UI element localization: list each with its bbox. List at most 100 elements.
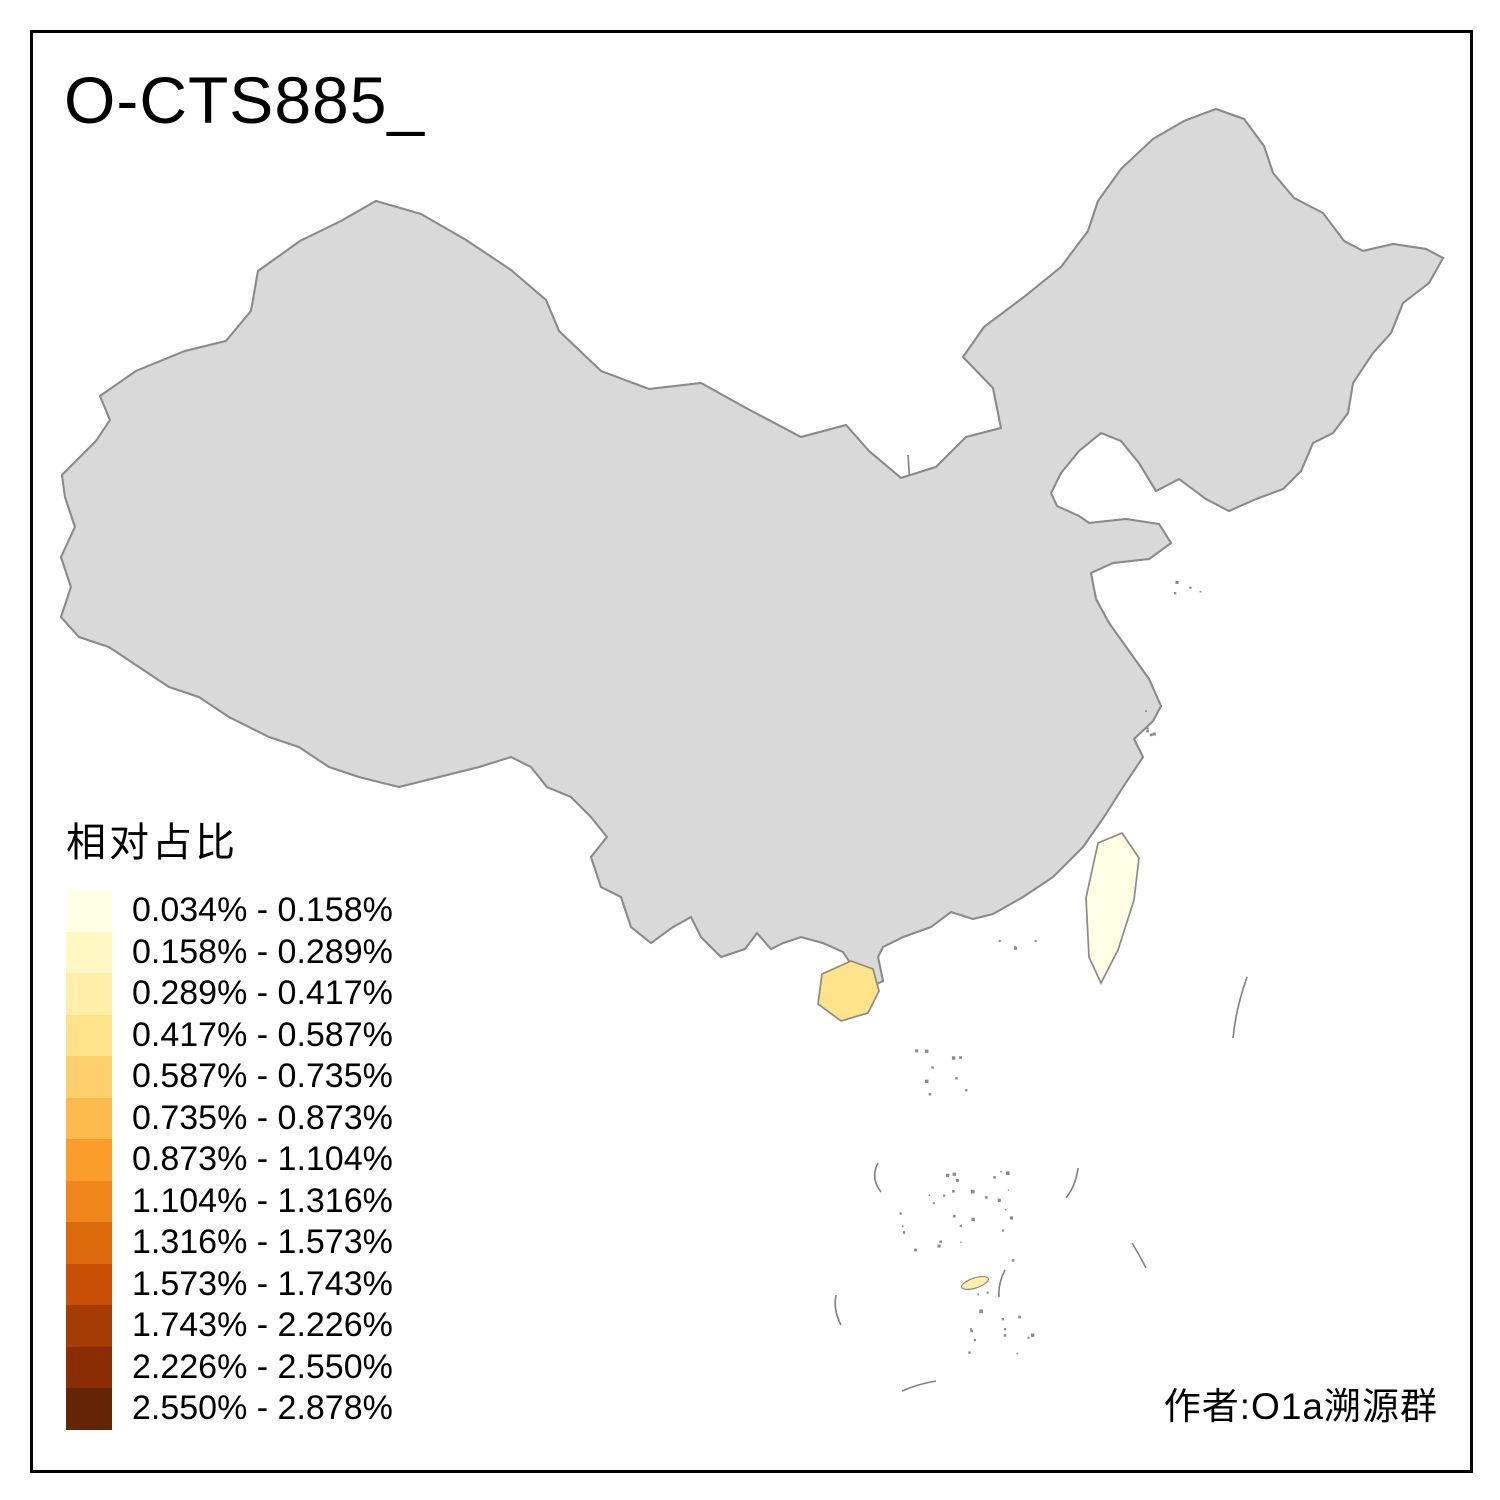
island-speck xyxy=(1016,1352,1019,1355)
legend-label-10: 1.573% - 1.743% xyxy=(132,1264,393,1303)
island-speck xyxy=(914,1248,917,1252)
island-speck xyxy=(1018,1315,1021,1319)
island-speck xyxy=(1006,1171,1010,1175)
island-speck xyxy=(925,1079,929,1084)
legend-swatch-5 xyxy=(66,1056,112,1098)
prefecture-patch xyxy=(1140,738,1169,756)
legend-swatch-11 xyxy=(66,1305,112,1347)
prefecture-patch xyxy=(1018,896,1048,915)
legend-swatch-7 xyxy=(66,1139,112,1181)
legend-label-5: 0.587% - 0.735% xyxy=(132,1057,393,1096)
legend-label-7: 0.873% - 1.104% xyxy=(132,1140,393,1179)
taiwan-island xyxy=(1085,831,1140,985)
legend-label-11: 1.743% - 2.226% xyxy=(132,1306,393,1345)
island-speck xyxy=(952,1172,956,1176)
legend-label-9: 1.316% - 1.573% xyxy=(132,1223,393,1262)
legend-row-6: 0.735% - 0.873% xyxy=(66,1097,393,1139)
legend-swatch-3 xyxy=(66,973,112,1015)
island-speck xyxy=(997,1198,1001,1202)
legend-row-10: 1.573% - 1.743% xyxy=(66,1263,393,1305)
island-speck xyxy=(937,1244,941,1248)
island-speck xyxy=(1014,945,1016,948)
island-speck xyxy=(959,1056,962,1059)
island-speck xyxy=(1009,1216,1013,1220)
island-speck xyxy=(928,1194,931,1196)
island-speck xyxy=(952,1190,955,1193)
prefecture-patch xyxy=(1129,780,1156,802)
island-speck xyxy=(1003,1328,1007,1331)
prefecture-patch xyxy=(991,920,1015,943)
island-speck xyxy=(1027,1336,1030,1339)
island-speck xyxy=(1004,1209,1007,1211)
island-speck xyxy=(973,1339,976,1342)
island-speck xyxy=(1199,590,1202,593)
island-speck xyxy=(977,1293,980,1296)
island-speck xyxy=(960,1241,962,1243)
legend-swatch-9 xyxy=(66,1222,112,1264)
island-speck xyxy=(1175,580,1179,584)
prefecture-patch xyxy=(801,951,821,967)
island-speck xyxy=(1149,733,1153,737)
legend-row-1: 0.034% - 0.158% xyxy=(66,890,393,932)
legend-label-8: 1.104% - 1.316% xyxy=(132,1181,393,1220)
island-speck xyxy=(1145,710,1147,712)
figure-title: O-CTS885_ xyxy=(64,63,426,137)
island-speck xyxy=(993,1176,996,1179)
legend-swatch-12 xyxy=(66,1346,112,1388)
legend-swatch-6 xyxy=(66,1097,112,1139)
island-speck xyxy=(925,1049,929,1053)
legend-row-9: 1.316% - 1.573% xyxy=(66,1222,393,1264)
legend-label-2: 0.158% - 0.289% xyxy=(132,932,393,971)
legend-row-7: 0.873% - 1.104% xyxy=(66,1139,393,1181)
island-speck xyxy=(969,1328,973,1331)
island-speck xyxy=(971,1189,975,1194)
island-speck xyxy=(986,1291,989,1294)
island-speck xyxy=(968,1351,971,1354)
legend-swatch-13 xyxy=(66,1388,112,1430)
island-speck xyxy=(1011,1259,1015,1262)
legend: 相对占比 0.034% - 0.158% 0.158% - 0.289% 0.289… xyxy=(66,810,393,1430)
island-speck xyxy=(965,1089,968,1092)
island-speck xyxy=(1146,729,1149,733)
island-speck xyxy=(1030,1333,1035,1337)
legend-row-4: 0.417% - 0.587% xyxy=(66,1014,393,1056)
island-speck xyxy=(979,1309,983,1313)
island-speck xyxy=(1152,732,1156,736)
island-speck xyxy=(955,1077,958,1080)
island-speck xyxy=(903,1231,905,1234)
legend-swatch-8 xyxy=(66,1180,112,1222)
legend-row-13: 2.550% - 2.878% xyxy=(66,1388,393,1430)
legend-label-1: 0.034% - 0.158% xyxy=(132,891,393,930)
island-speck xyxy=(931,1066,934,1069)
island-speck xyxy=(928,1092,932,1096)
legend-row-12: 2.226% - 2.550% xyxy=(66,1346,393,1388)
island-speck xyxy=(970,1330,973,1333)
island-speck xyxy=(1146,727,1149,730)
sea-island-specks xyxy=(899,580,1202,1355)
hainan-island xyxy=(817,960,880,1022)
island-speck xyxy=(951,1056,956,1060)
island-speck xyxy=(1000,1170,1002,1173)
legend-label-12: 2.226% - 2.550% xyxy=(132,1347,393,1386)
island-speck xyxy=(1001,1318,1004,1321)
island-speck xyxy=(903,1232,905,1235)
legend-label-3: 0.289% - 0.417% xyxy=(132,974,393,1013)
island-speck xyxy=(939,1240,942,1243)
island-speck xyxy=(1007,1189,1010,1191)
legend-row-5: 0.587% - 0.735% xyxy=(66,1056,393,1098)
legend-swatch-4 xyxy=(66,1014,112,1056)
island-speck xyxy=(1034,940,1037,943)
legend-rows: 0.034% - 0.158% 0.158% - 0.289% 0.289% - 0… xyxy=(66,890,393,1430)
prefecture-patch xyxy=(947,920,975,939)
island-speck xyxy=(932,1202,935,1205)
island-speck xyxy=(956,1179,959,1182)
island-speck xyxy=(985,1196,988,1199)
island-speck xyxy=(915,1049,919,1053)
legend-row-8: 1.104% - 1.316% xyxy=(66,1180,393,1222)
island-speck xyxy=(1189,586,1192,589)
island-speck xyxy=(943,1194,946,1197)
legend-row-11: 1.743% - 2.226% xyxy=(66,1305,393,1347)
legend-label-6: 0.735% - 0.873% xyxy=(132,1098,393,1137)
legend-label-13: 2.550% - 2.878% xyxy=(132,1389,393,1428)
